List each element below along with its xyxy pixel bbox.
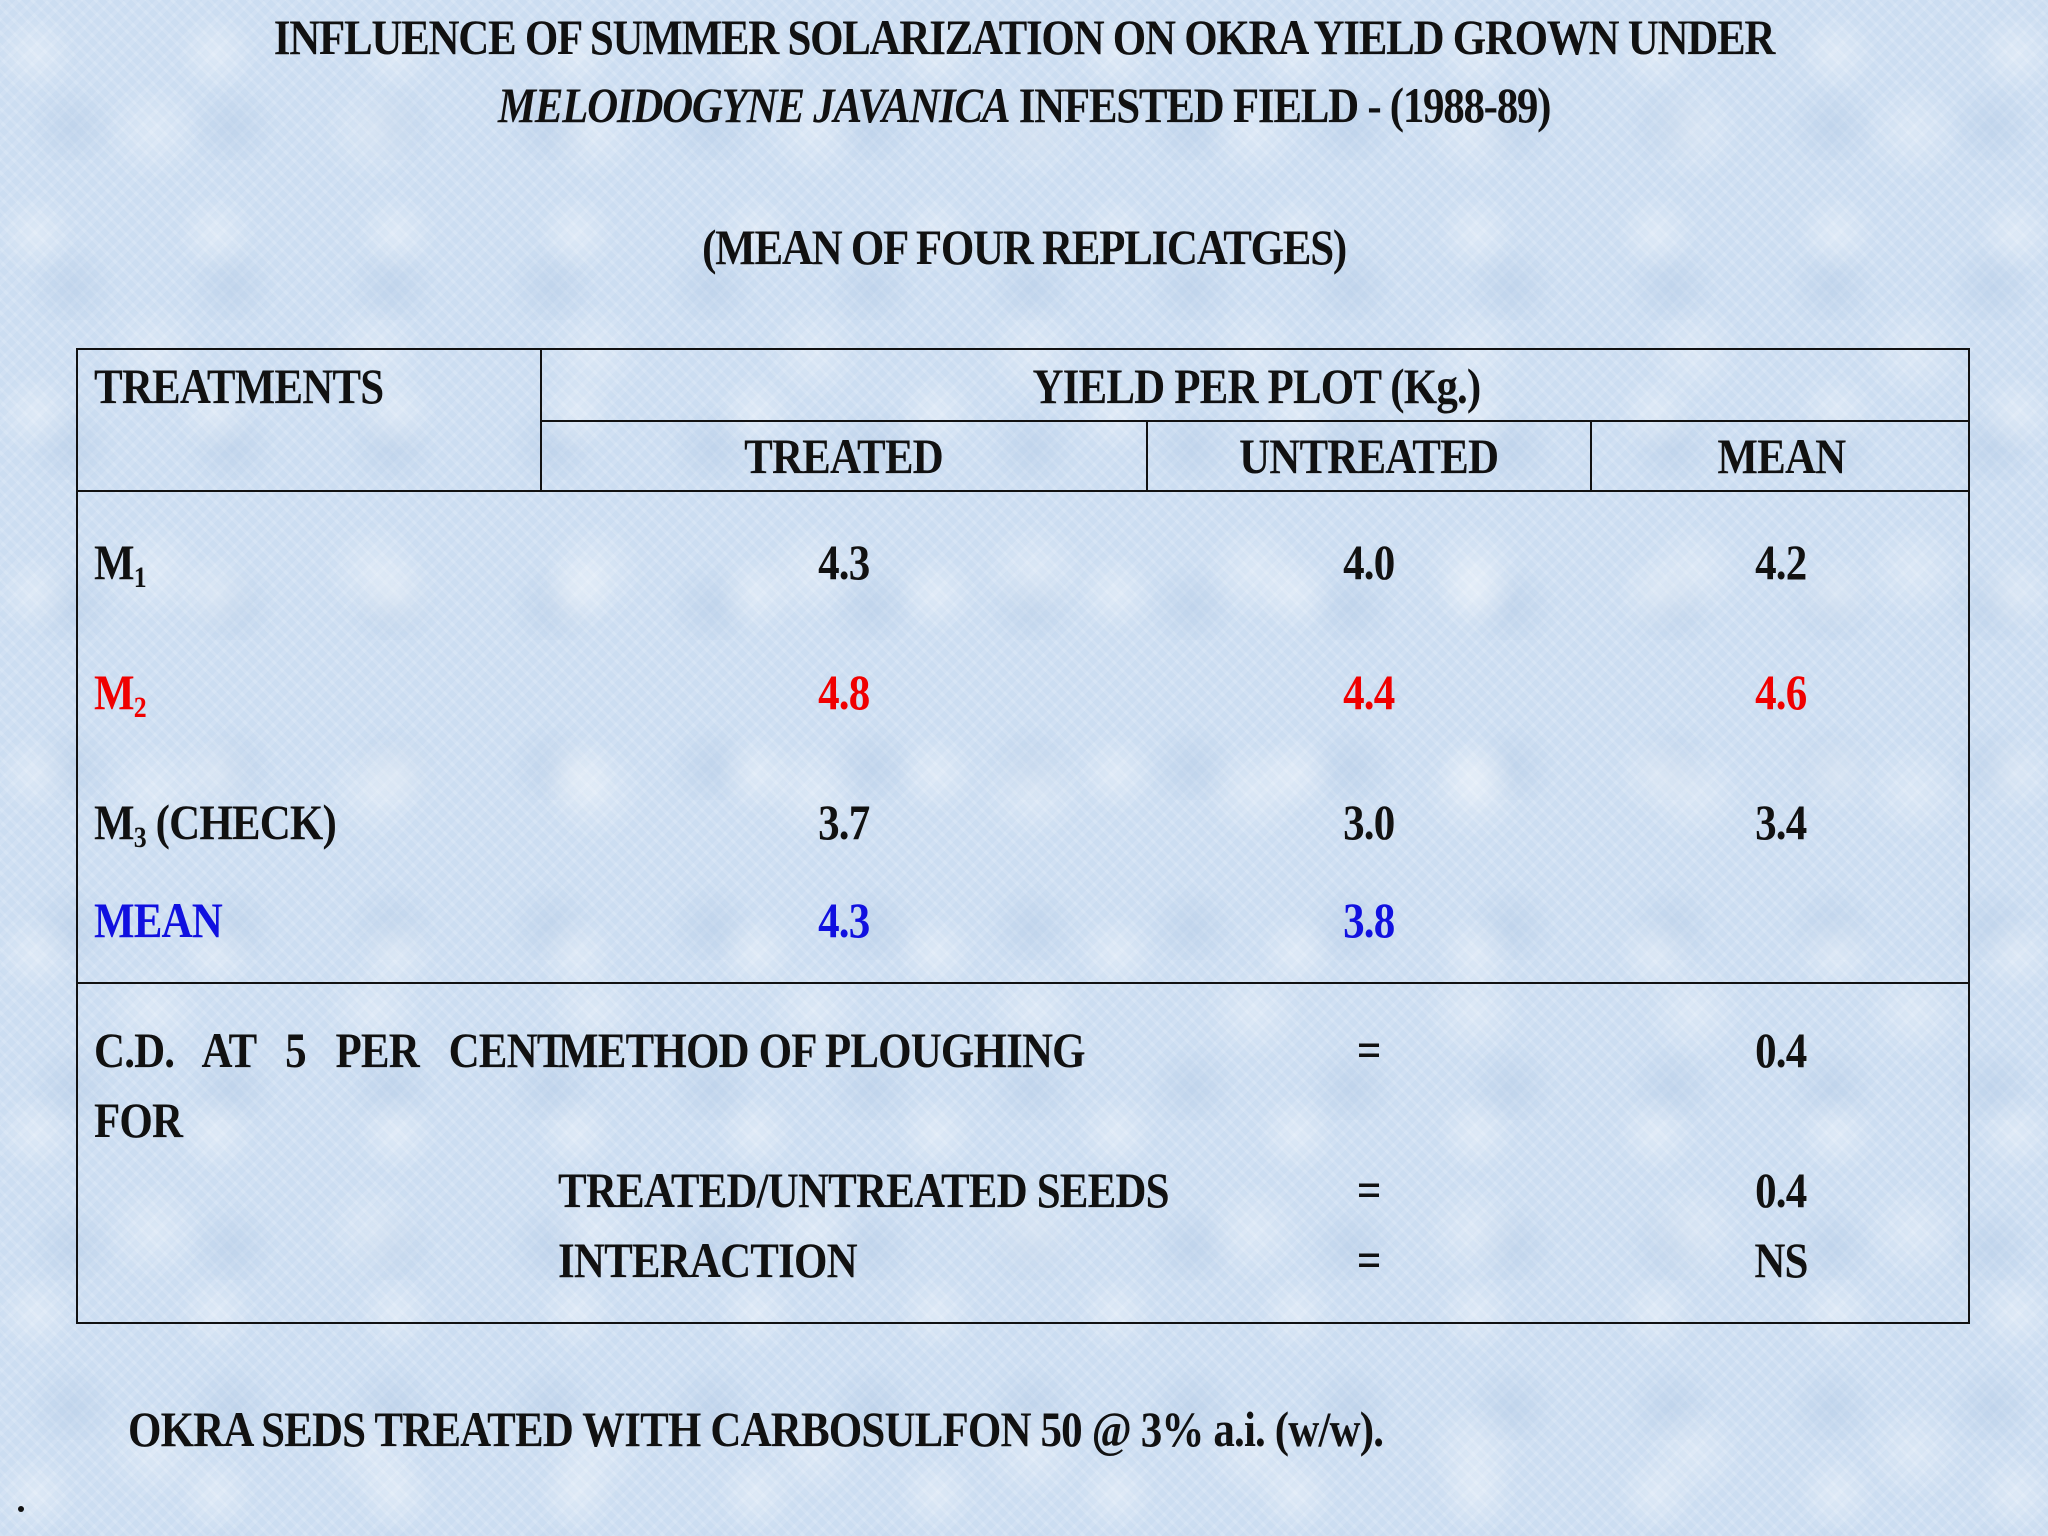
header-yield-per-plot: YIELD PER PLOT (Kg.) xyxy=(1032,358,1481,414)
header-treated: TREATED xyxy=(744,428,945,484)
cell-mean: 3.4 xyxy=(1755,794,1807,850)
cell-mean: 4.6 xyxy=(1755,664,1807,720)
row-mean: MEAN xyxy=(94,892,223,948)
cd-label-for: FOR xyxy=(94,1092,183,1148)
cell-treated: 4.3 xyxy=(818,892,870,948)
table-divider xyxy=(78,490,1970,492)
cell-untreated: 4.4 xyxy=(1343,664,1395,720)
cd-item-equals: = xyxy=(1357,1022,1381,1078)
table-divider xyxy=(1146,420,1148,490)
cd-item-value: 0.4 xyxy=(1755,1022,1807,1078)
table-divider xyxy=(1590,420,1592,490)
cd-label: C.D. AT 5 PER CENT xyxy=(94,1022,565,1078)
cell-mean: 4.2 xyxy=(1755,534,1807,590)
title-line-2: MELOIDOGYNE JAVANICA INFESTED FIELD - (1… xyxy=(143,76,1904,134)
stray-dot xyxy=(18,1506,24,1512)
title-species: MELOIDOGYNE JAVANICA xyxy=(497,77,1011,133)
table-divider xyxy=(78,982,1970,984)
row-treatment-m1: M1 xyxy=(94,534,147,594)
header-untreated: UNTREATED xyxy=(1239,428,1499,484)
header-treatments: TREATMENTS xyxy=(94,358,384,414)
cd-item-name: INTERACTION xyxy=(558,1232,858,1288)
cell-untreated: 3.8 xyxy=(1343,892,1395,948)
yield-table: TREATMENTS YIELD PER PLOT (Kg.) TREATED … xyxy=(76,348,1970,1324)
footnote: OKRA SEDS TREATED WITH CARBOSULFON 50 @ … xyxy=(128,1401,1384,1457)
cell-untreated: 3.0 xyxy=(1343,794,1395,850)
cd-item-equals: = xyxy=(1357,1162,1381,1218)
cd-item-name: TREATED/UNTREATED SEEDS xyxy=(558,1162,1170,1218)
cell-treated: 3.7 xyxy=(818,794,870,850)
cell-treated: 4.8 xyxy=(818,664,870,720)
cell-untreated: 4.0 xyxy=(1343,534,1395,590)
row-treatment-m3-check: M3 (CHECK) xyxy=(94,794,337,854)
cd-item-value: 0.4 xyxy=(1755,1162,1807,1218)
cd-item-value: NS xyxy=(1754,1232,1808,1288)
subtitle: (MEAN OF FOUR REPLICATGES) xyxy=(702,219,1347,275)
cd-item-name: METHOD OF PLOUGHING xyxy=(558,1022,1086,1078)
title-line-1: INFLUENCE OF SUMMER SOLARIZATION ON OKRA… xyxy=(273,9,1776,65)
title-line-2-rest: INFESTED FIELD - (1988-89) xyxy=(1009,77,1552,133)
table-divider xyxy=(540,420,1970,422)
cell-mean xyxy=(1592,890,1970,950)
row-treatment-m2: M2 xyxy=(94,664,147,724)
header-mean: MEAN xyxy=(1717,428,1846,484)
cd-item-equals: = xyxy=(1357,1232,1381,1288)
cell-treated: 4.3 xyxy=(818,534,870,590)
